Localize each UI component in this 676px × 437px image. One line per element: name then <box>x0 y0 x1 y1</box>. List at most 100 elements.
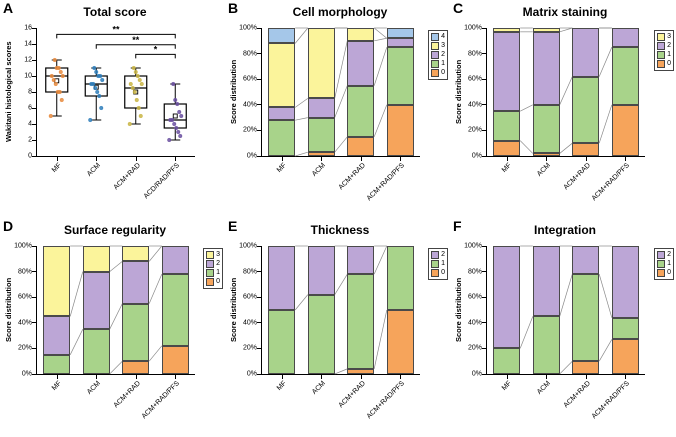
y-tick-label: 40% <box>467 101 482 109</box>
panel-title: Thickness <box>310 223 370 237</box>
legend-score-label: 1 <box>441 60 445 67</box>
y-tick-mark <box>482 322 486 324</box>
bar-segment-score-2 <box>122 261 150 304</box>
plot-area: 0% 20% 40% 60% 80% 100% <box>14 243 195 379</box>
bar-segment-score-3 <box>493 28 521 32</box>
data-point <box>100 77 105 83</box>
bar-segment-score-3 <box>347 28 375 41</box>
bar-segment-score-1 <box>347 274 375 369</box>
x-tick-label: ACM <box>311 380 328 396</box>
x-tick-label: ACM+RAD <box>337 162 367 192</box>
bar-segment-score-1 <box>307 117 335 153</box>
y-tick-mark <box>257 27 261 29</box>
y-tick-label: 80% <box>467 50 482 58</box>
legend-entry: 2 <box>431 251 445 259</box>
y-axis-label: Wakitani histological scores <box>4 41 13 143</box>
bar-segment-score-1 <box>347 85 375 137</box>
y-tick-mark <box>257 373 261 375</box>
connector-line <box>149 346 162 361</box>
connector-line <box>560 143 573 153</box>
y-tick-mark <box>482 78 486 80</box>
x-tick-label: ACM+RAD <box>337 380 367 410</box>
legend-score-label: 2 <box>216 260 220 267</box>
data-point <box>96 73 101 79</box>
stacked-bar <box>611 28 639 156</box>
bar-segment-score-2 <box>268 107 296 121</box>
data-point <box>136 105 141 111</box>
y-tick-label: 60% <box>17 293 32 301</box>
x-tick-label: ACM <box>311 162 328 178</box>
y-tick-mark <box>257 104 261 106</box>
legend-score-label: 2 <box>667 251 671 258</box>
bar-segment-score-3 <box>268 43 296 108</box>
connector-line <box>295 98 308 107</box>
legend-swatch <box>431 51 440 59</box>
data-point <box>127 121 132 127</box>
connector-lines <box>487 246 645 374</box>
plot-area: 0 2 4 6 8 10 12 14 16 ** ** * <box>24 24 195 161</box>
data-point <box>97 93 102 99</box>
data-point <box>176 129 181 135</box>
connector-lines <box>487 28 645 156</box>
y-tick-label: 0% <box>471 370 482 378</box>
legend-entry: 2 <box>657 251 671 259</box>
bar-segment-score-2 <box>268 246 296 310</box>
y-tick-mark <box>32 43 36 45</box>
y-axis-label: Score distribution <box>229 277 238 343</box>
plot-area: 0% 20% 40% 60% 80% 100% <box>464 25 645 161</box>
legend-score-label: 3 <box>216 251 220 258</box>
bar-segment-score-1 <box>161 274 189 346</box>
y-tick-mark <box>257 322 261 324</box>
legend: 4 3 2 1 0 <box>428 30 448 80</box>
bar-segment-score-2 <box>532 31 560 105</box>
x-tick-mark <box>506 375 508 379</box>
data-point <box>48 113 53 119</box>
connector-line <box>110 304 123 330</box>
y-tick-label: 12 <box>24 56 32 64</box>
bar-segment-score-2 <box>347 246 375 275</box>
legend-entry: 0 <box>431 69 445 77</box>
bar-segment-score-1 <box>268 120 296 156</box>
panel-title: Surface regularity <box>63 223 167 237</box>
y-tick-label: 60% <box>242 75 257 83</box>
stacked-bar <box>572 246 600 374</box>
legend-score-label: 0 <box>216 278 220 285</box>
data-point <box>175 101 180 107</box>
connector-line <box>70 272 83 317</box>
legend-swatch <box>657 260 666 268</box>
x-tick-mark <box>546 375 548 379</box>
x-tick-label: ACM+RAD/PFS <box>140 380 182 421</box>
connector-line <box>374 246 387 274</box>
connector-line <box>149 246 162 261</box>
data-point <box>172 121 177 127</box>
panel-matrix-staining: C Matrix staining Score distribution 0% 2… <box>450 0 676 218</box>
connector-line <box>520 316 533 348</box>
legend-swatch <box>431 269 440 277</box>
legend-swatch <box>431 42 440 50</box>
legend-swatch <box>431 260 440 268</box>
bar-segment-score-3 <box>122 246 150 262</box>
data-point <box>58 69 63 75</box>
y-tick-mark <box>482 129 486 131</box>
bar-segment-score-0 <box>572 143 600 156</box>
x-tick-mark <box>625 375 627 379</box>
panel-total-score: A Total score Wakitani histological scor… <box>0 0 225 218</box>
significance-bracket <box>135 53 176 59</box>
x-tick-label: ACM+RAD/PFS <box>365 380 407 421</box>
legend-swatch <box>657 33 666 41</box>
y-tick-mark <box>32 296 36 298</box>
data-point <box>137 77 142 83</box>
connector-line <box>295 295 308 310</box>
y-tick-label: 40% <box>242 101 257 109</box>
bar-segment-score-2 <box>493 246 521 349</box>
data-point <box>139 81 144 87</box>
y-tick-mark <box>482 27 486 29</box>
y-tick-label: 40% <box>242 319 257 327</box>
connector-line <box>70 329 83 355</box>
connector-line <box>335 86 348 118</box>
data-point <box>167 137 172 143</box>
y-tick-label: 80% <box>242 50 257 58</box>
panel-letter: E <box>228 218 238 234</box>
stacked-bar <box>307 246 335 374</box>
bar-segment-score-0 <box>347 368 375 374</box>
